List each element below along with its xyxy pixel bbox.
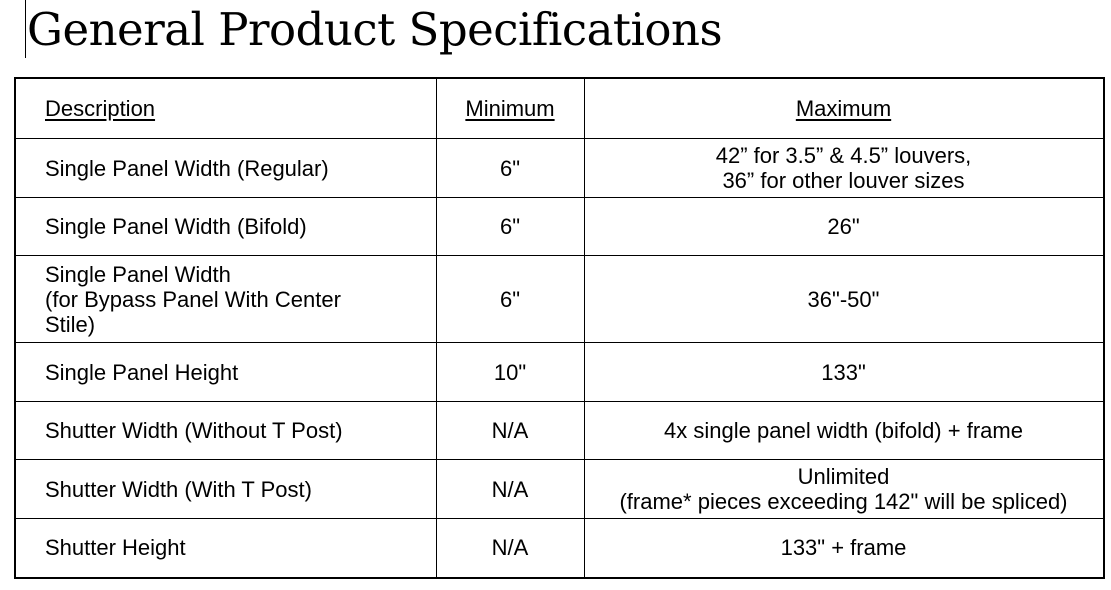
maximum-line: (frame* pieces exceeding 142" will be sp…	[619, 489, 1068, 514]
table-row: Single Panel Width (Regular) 6" 42” for 3.…	[14, 138, 1104, 198]
maximum-line: 26"	[827, 214, 860, 239]
cell-description: Single Panel Width (Regular)	[14, 138, 437, 198]
cell-maximum: Unlimited (frame* pieces exceeding 142" w…	[583, 459, 1104, 519]
table-row: Shutter Height N/A 133" + frame	[14, 518, 1104, 578]
maximum-line: 42” for 3.5” & 4.5” louvers,	[715, 143, 972, 168]
cell-minimum: 10"	[435, 342, 585, 402]
table-row: Single Panel Width (for Bypass Panel With…	[14, 255, 1104, 343]
cell-maximum: 133"	[583, 342, 1104, 402]
cell-maximum: 42” for 3.5” & 4.5” louvers, 36” for othe…	[583, 138, 1104, 198]
cell-minimum: N/A	[435, 401, 585, 460]
table-row: Single Panel Height 10" 133"	[14, 342, 1104, 402]
page-title: General Product Specifications	[27, 3, 723, 56]
maximum-line: 133"	[821, 359, 866, 385]
cell-minimum: 6"	[435, 197, 585, 256]
cell-description: Single Panel Width (for Bypass Panel With…	[14, 255, 437, 343]
maximum-line: Unlimited	[797, 464, 890, 489]
table-row: Shutter Width (Without T Post) N/A 4x sing…	[14, 401, 1104, 460]
maximum-line: 36” for other louver sizes	[722, 168, 965, 193]
cell-maximum: 4x single panel width (bifold) + frame	[583, 401, 1104, 460]
table-row: Single Panel Width (Bifold) 6" 26"	[14, 197, 1104, 256]
cell-maximum: 26"	[583, 197, 1104, 256]
cell-description: Single Panel Width (Bifold)	[14, 197, 437, 256]
maximum-line: 36"-50"	[807, 286, 880, 312]
cell-maximum: 133" + frame	[583, 518, 1104, 578]
maximum-line: 133" + frame	[780, 535, 907, 561]
maximum-line: 4x single panel width (bifold) + frame	[664, 418, 1023, 443]
cell-minimum: N/A	[435, 518, 585, 578]
description-line: (for Bypass Panel With Center	[45, 286, 341, 312]
table-row: Shutter Width (With T Post) N/A Unlimited(…	[14, 459, 1104, 519]
header-maximum: Maximum	[583, 77, 1104, 139]
header-minimum: Minimum	[435, 77, 585, 139]
specifications-table: Description Minimum Maximum Single Panel…	[14, 77, 1105, 579]
cell-minimum: 6"	[435, 255, 585, 343]
cell-description: Single Panel Height	[14, 342, 437, 402]
description-line: Single Panel Width	[45, 261, 231, 287]
margin-line	[25, 0, 26, 58]
cell-description: Shutter Width (With T Post)	[14, 459, 437, 519]
table-header-row: Description Minimum Maximum	[14, 77, 1104, 139]
cell-minimum: 6"	[435, 138, 585, 198]
cell-maximum: 36"-50"	[583, 255, 1104, 343]
header-description: Description	[14, 77, 437, 139]
cell-minimum: N/A	[435, 459, 585, 519]
cell-description: Shutter Width (Without T Post)	[14, 401, 437, 460]
cell-description: Shutter Height	[14, 518, 437, 578]
description-line: Stile)	[45, 311, 96, 337]
